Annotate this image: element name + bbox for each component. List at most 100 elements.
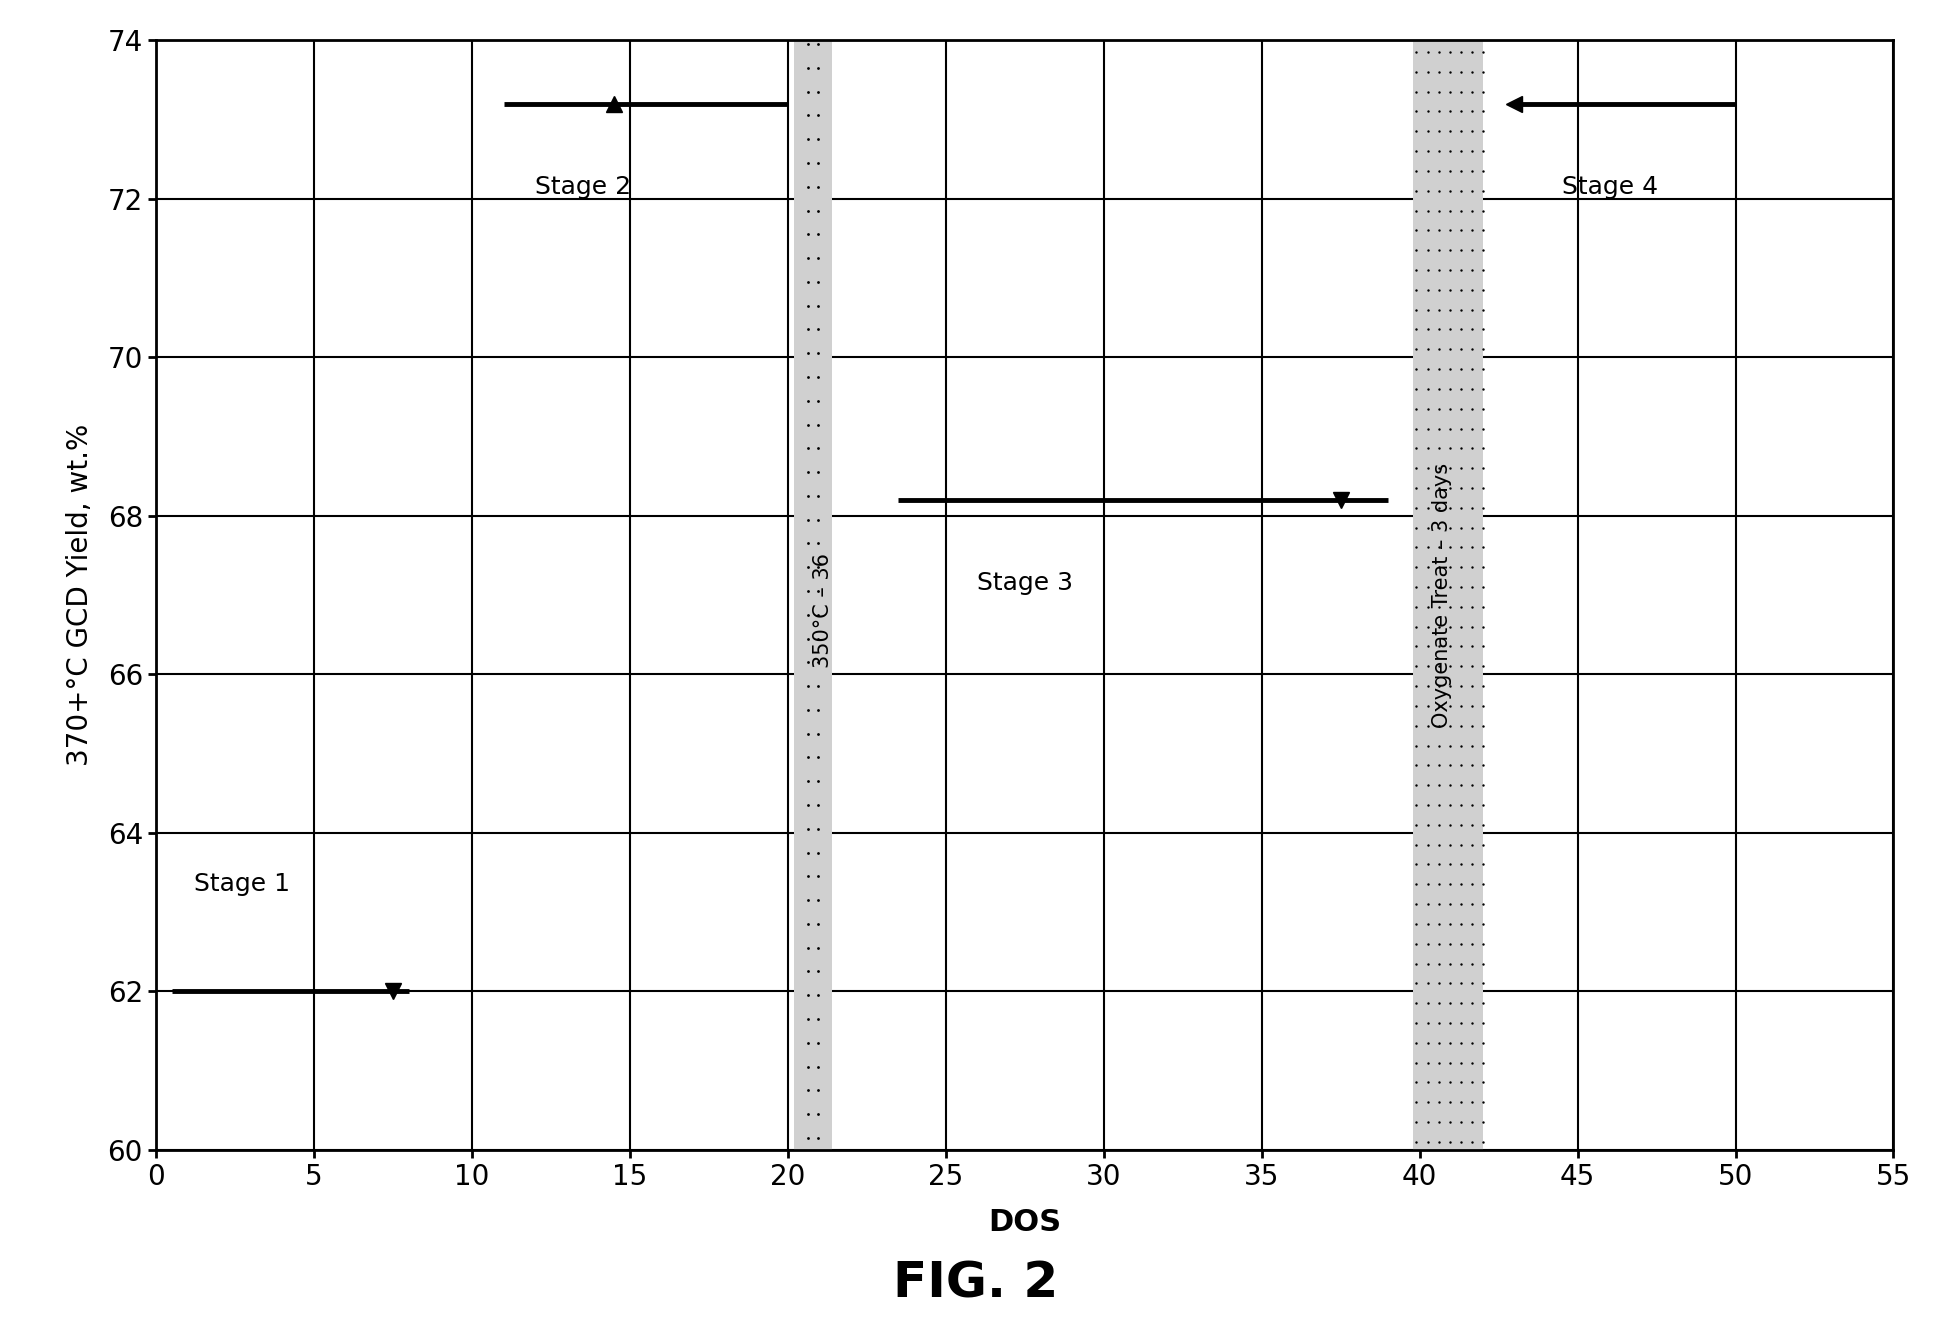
Point	[1402, 933, 1433, 955]
Point	[1402, 239, 1433, 261]
Point	[1435, 794, 1466, 816]
Point	[1402, 180, 1433, 202]
Point	[1468, 596, 1499, 618]
Point	[1444, 477, 1476, 499]
Point	[1435, 160, 1466, 182]
Point	[1411, 299, 1443, 321]
Point	[1411, 358, 1443, 380]
Point	[1468, 893, 1499, 915]
Bar	[1413, 40, 1484, 1150]
Point	[1411, 100, 1443, 122]
Point	[1456, 695, 1487, 717]
Point	[1402, 774, 1433, 796]
Point	[1435, 239, 1466, 261]
Point	[1435, 695, 1466, 717]
Point	[1456, 794, 1487, 816]
Point	[793, 651, 824, 673]
Point	[1468, 219, 1499, 241]
Point	[1402, 854, 1433, 876]
Point	[1402, 794, 1433, 816]
Point	[1402, 873, 1433, 894]
Point	[793, 532, 824, 554]
Point	[1435, 378, 1466, 400]
Point	[802, 366, 834, 388]
Point	[1435, 715, 1466, 737]
Point	[1411, 417, 1443, 439]
Point	[802, 199, 834, 221]
Point	[793, 675, 824, 697]
Point	[1444, 536, 1476, 558]
Point	[802, 1008, 834, 1029]
Point	[1402, 358, 1433, 380]
Point	[1456, 953, 1487, 975]
Point	[793, 295, 824, 317]
Point	[1411, 893, 1443, 915]
Point	[1411, 1091, 1443, 1112]
Point	[1468, 358, 1499, 380]
Point	[802, 794, 834, 816]
Point	[1411, 41, 1443, 63]
Point	[1468, 477, 1499, 499]
Point	[1435, 477, 1466, 499]
Point	[1402, 596, 1433, 618]
Point	[1435, 893, 1466, 915]
Point	[1444, 1072, 1476, 1094]
Point	[1411, 596, 1443, 618]
Point	[1423, 358, 1454, 380]
Point	[1435, 100, 1466, 122]
Point	[1411, 814, 1443, 836]
Point	[1435, 873, 1466, 894]
Point	[1435, 655, 1466, 677]
Point	[1411, 873, 1443, 894]
Point	[1444, 814, 1476, 836]
Point	[1444, 1032, 1476, 1054]
Point	[1402, 517, 1433, 539]
Point	[1402, 199, 1433, 221]
Point	[802, 818, 834, 840]
Point	[1402, 735, 1433, 757]
Point	[1444, 655, 1476, 677]
Point	[1423, 199, 1454, 221]
Point	[1435, 140, 1466, 162]
Point	[793, 271, 824, 293]
Point	[1435, 437, 1466, 459]
Point	[1423, 318, 1454, 340]
Point	[1456, 299, 1487, 321]
Point	[1435, 1052, 1466, 1074]
Point	[1468, 120, 1499, 142]
Point	[1411, 338, 1443, 360]
Point	[1435, 41, 1466, 63]
Point	[1402, 1012, 1433, 1034]
Point	[1411, 754, 1443, 775]
Point	[1402, 457, 1433, 479]
Point	[1423, 596, 1454, 618]
Point	[793, 1080, 824, 1102]
Point	[1423, 279, 1454, 301]
Point	[1423, 140, 1454, 162]
Point	[1423, 82, 1454, 103]
Point	[1411, 219, 1443, 241]
Point	[1402, 318, 1433, 340]
Point	[802, 271, 834, 293]
Point	[1456, 596, 1487, 618]
Point	[1456, 992, 1487, 1013]
Point	[1411, 180, 1443, 202]
Point	[1468, 318, 1499, 340]
Point	[1468, 338, 1499, 360]
Point	[1468, 398, 1499, 420]
Point	[1411, 636, 1443, 658]
Point	[1435, 774, 1466, 796]
Point	[1468, 1091, 1499, 1112]
Point	[1423, 834, 1454, 856]
Point	[802, 1056, 834, 1078]
Point	[1423, 556, 1454, 578]
Point	[802, 889, 834, 910]
Point	[793, 1032, 824, 1054]
Point	[1456, 774, 1487, 796]
Point	[793, 223, 824, 245]
Point	[1444, 259, 1476, 281]
Point	[1435, 1091, 1466, 1112]
Point	[1402, 477, 1433, 499]
Point	[1468, 378, 1499, 400]
Point	[1402, 913, 1433, 935]
